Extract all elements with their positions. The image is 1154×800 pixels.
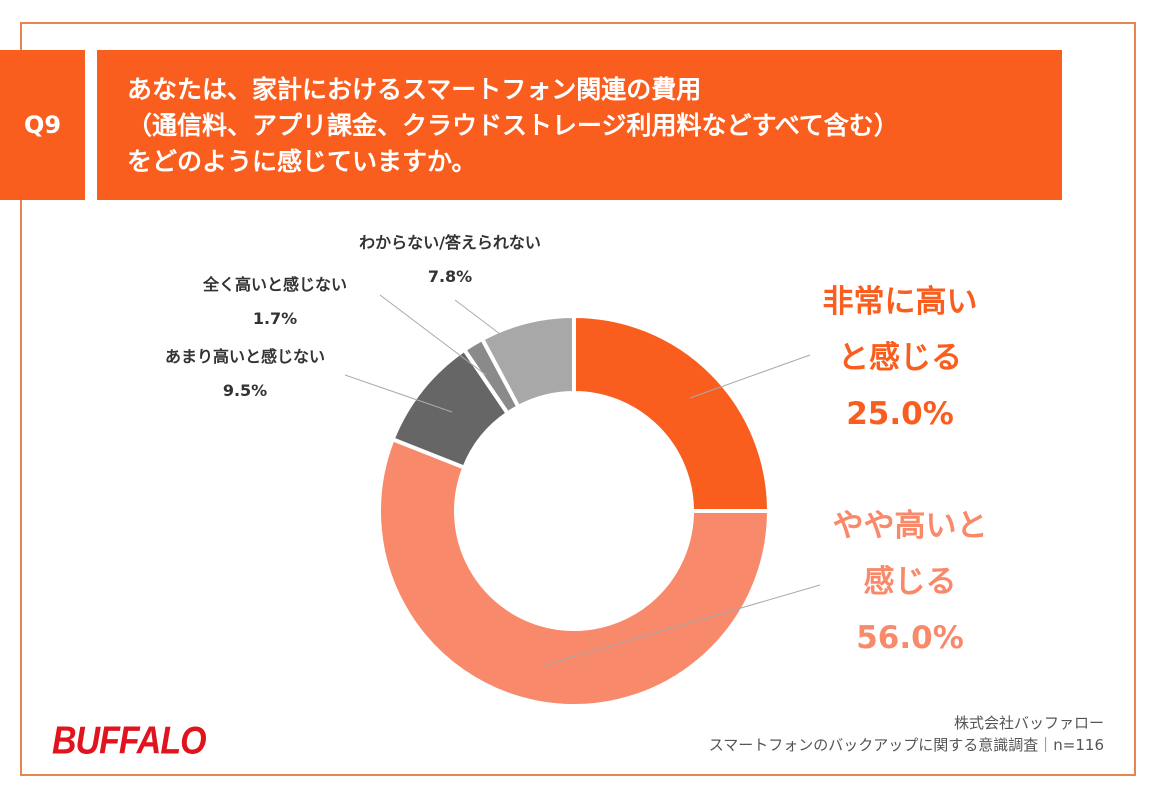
value-label: 1.7% bbox=[252, 309, 298, 328]
frame bbox=[20, 22, 1136, 776]
leader-line-not-high-at-all bbox=[379, 294, 487, 376]
source-note: 株式会社バッファロー スマートフォンのバックアップに関する意識調査｜n=116 bbox=[709, 712, 1104, 756]
slice-very-high bbox=[572, 313, 772, 513]
slice-label-unknown: わからない/答えられない 7.8% bbox=[310, 226, 590, 294]
slice-label-somewhat-high: やや高いと 感じる 56.0% bbox=[800, 498, 1020, 666]
slice-label-not-high-at-all: 全く高いと感じない 1.7% bbox=[150, 268, 400, 336]
label-line: 全く高いと感じない bbox=[202, 275, 347, 294]
question-line: （通信料、アプリ課金、クラウドストレージ利用料などすべて含む） bbox=[127, 111, 899, 140]
question-line: あなたは、家計におけるスマートフォン関連の費用 bbox=[127, 75, 702, 104]
slice-label-not-very-high: あまり高いと感じない 9.5% bbox=[120, 340, 370, 408]
slice-unknown bbox=[479, 313, 576, 410]
company-name: 株式会社バッファロー bbox=[953, 714, 1104, 732]
label-line: 感じる bbox=[863, 564, 957, 600]
value-label: 9.5% bbox=[222, 381, 268, 400]
value-label: 7.8% bbox=[427, 267, 473, 286]
leader-line-very-high bbox=[689, 354, 811, 399]
label-line: あまり高いと感じない bbox=[164, 347, 325, 366]
question-header: あなたは、家計におけるスマートフォン関連の費用 （通信料、アプリ課金、クラウドス… bbox=[97, 50, 1062, 200]
label-line: と感じる bbox=[838, 340, 962, 376]
question-line: をどのように感じていますか。 bbox=[127, 147, 477, 176]
slice-somewhat-high bbox=[377, 436, 772, 708]
leader-line-somewhat-high bbox=[544, 584, 821, 666]
value-label: 25.0% bbox=[846, 396, 954, 432]
leader-line-unknown bbox=[454, 299, 501, 335]
label-line: やや高いと bbox=[832, 508, 988, 544]
buffalo-logo: BUFFALO bbox=[52, 719, 207, 763]
question-number: Q9 bbox=[0, 50, 85, 200]
leader-line-not-very-high bbox=[344, 374, 453, 413]
label-line: わからない/答えられない bbox=[359, 233, 541, 252]
survey-name: スマートフォンのバックアップに関する意識調査｜n=116 bbox=[708, 736, 1104, 754]
value-label: 56.0% bbox=[856, 620, 964, 656]
label-line: 非常に高い bbox=[822, 284, 978, 320]
slice-label-very-high: 非常に高い と感じる 25.0% bbox=[790, 274, 1010, 442]
